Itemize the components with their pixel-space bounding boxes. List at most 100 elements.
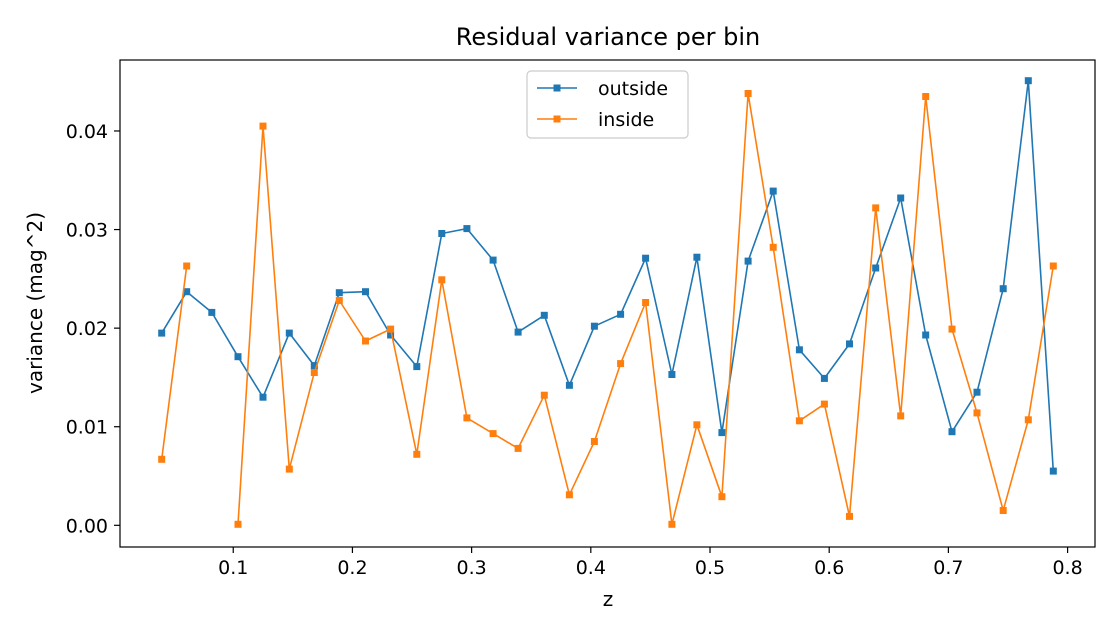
- data-point-inside: [897, 412, 905, 420]
- data-point-outside: [413, 363, 421, 371]
- x-tick-label: 0.2: [337, 557, 367, 579]
- data-point-outside: [540, 311, 548, 319]
- data-point-outside: [158, 329, 166, 337]
- data-point-inside: [438, 276, 446, 284]
- legend-label-outside: outside: [598, 78, 668, 100]
- data-point-inside: [820, 400, 828, 408]
- data-point-outside: [872, 264, 880, 272]
- x-tick-label: 0.6: [814, 557, 844, 579]
- y-axis: 0.00 0.01 0.02 0.03 0.04: [66, 121, 120, 537]
- series-inside: [158, 90, 1057, 528]
- data-point-outside: [1049, 467, 1057, 475]
- chart-title: Residual variance per bin: [456, 23, 761, 51]
- data-point-outside: [617, 310, 625, 318]
- x-axis-label: z: [603, 587, 614, 611]
- data-point-inside: [744, 90, 752, 97]
- x-tick-label: 0.3: [457, 557, 487, 579]
- data-point-inside: [872, 204, 880, 212]
- x-tick-label: 0.8: [1052, 557, 1082, 579]
- data-point-inside: [718, 493, 726, 501]
- data-point-inside: [259, 122, 267, 130]
- data-point-inside: [1024, 416, 1032, 424]
- data-point-outside: [897, 194, 905, 202]
- data-point-inside: [565, 491, 573, 499]
- data-point-outside: [973, 388, 981, 396]
- data-point-inside: [234, 520, 242, 528]
- data-point-inside: [999, 507, 1007, 514]
- plot-frame: [119, 59, 1096, 548]
- data-point-outside: [769, 187, 777, 195]
- data-point-outside: [1024, 77, 1032, 85]
- x-axis: 0.1 0.2 0.3 0.4 0.5 0.6 0.7 0.8: [218, 547, 1083, 579]
- data-point-outside: [362, 288, 369, 296]
- legend-label-inside: inside: [598, 109, 654, 131]
- data-point-inside: [285, 465, 293, 473]
- data-point-outside: [438, 230, 446, 237]
- x-tick-label: 0.7: [933, 557, 963, 579]
- data-point-outside: [668, 371, 676, 378]
- data-point-outside: [693, 253, 701, 261]
- data-point-inside: [948, 325, 956, 333]
- data-point-inside: [183, 262, 191, 270]
- plot-area: [119, 59, 1096, 548]
- data-point-inside: [1049, 262, 1057, 270]
- data-point-inside: [973, 409, 981, 417]
- data-point-outside: [489, 256, 497, 264]
- data-point-inside: [540, 391, 548, 399]
- legend-marker-outside: [553, 84, 561, 92]
- data-point-outside: [208, 308, 216, 316]
- series-line-inside: [237, 92, 1055, 526]
- data-point-inside: [642, 299, 650, 306]
- data-point-outside: [259, 393, 267, 401]
- y-tick-label: 0.02: [66, 318, 108, 340]
- data-point-outside: [948, 428, 956, 436]
- data-point-outside: [846, 340, 853, 348]
- data-point-inside: [463, 414, 471, 422]
- series-line-outside: [161, 79, 1055, 472]
- data-point-outside: [922, 331, 930, 339]
- data-point-inside: [617, 360, 625, 368]
- legend-marker-inside: [553, 115, 561, 123]
- x-tick-label: 0.4: [576, 557, 606, 579]
- data-point-outside: [463, 225, 471, 233]
- data-point-outside: [642, 254, 650, 262]
- y-tick-label: 0.01: [66, 417, 108, 439]
- y-tick-label: 0.00: [66, 515, 108, 537]
- data-point-outside: [999, 285, 1007, 293]
- data-point-inside: [795, 417, 803, 425]
- data-point-inside: [362, 337, 369, 345]
- data-point-inside: [668, 520, 676, 528]
- data-point-inside: [922, 93, 930, 100]
- data-point-inside: [489, 430, 497, 438]
- y-tick-label: 0.03: [66, 220, 108, 242]
- data-point-outside: [744, 257, 752, 265]
- series-outside: [158, 77, 1057, 475]
- data-point-outside: [590, 322, 598, 330]
- data-point-outside: [514, 328, 522, 336]
- x-tick-label: 0.1: [218, 557, 248, 579]
- data-point-outside: [285, 329, 293, 337]
- data-point-inside: [310, 369, 318, 376]
- data-point-outside: [310, 362, 318, 370]
- data-point-inside: [158, 455, 166, 463]
- data-point-outside: [234, 353, 242, 361]
- data-point-inside: [846, 512, 853, 520]
- y-axis-label: variance (mag^2): [23, 212, 47, 394]
- data-point-outside: [795, 346, 803, 354]
- data-point-outside: [183, 288, 191, 296]
- data-point-inside: [387, 325, 395, 333]
- series-layer: [158, 77, 1057, 528]
- data-point-inside: [590, 438, 598, 445]
- data-point-inside: [769, 243, 777, 251]
- y-tick-label: 0.04: [66, 121, 108, 143]
- data-point-inside: [413, 450, 421, 458]
- data-point-inside: [693, 421, 701, 429]
- data-point-outside: [387, 331, 395, 339]
- data-point-outside: [718, 429, 726, 437]
- series-line-inside: [160, 265, 188, 460]
- data-point-inside: [335, 297, 343, 304]
- x-tick-label: 0.5: [695, 557, 725, 579]
- data-point-outside: [565, 381, 573, 389]
- data-point-outside: [335, 289, 343, 297]
